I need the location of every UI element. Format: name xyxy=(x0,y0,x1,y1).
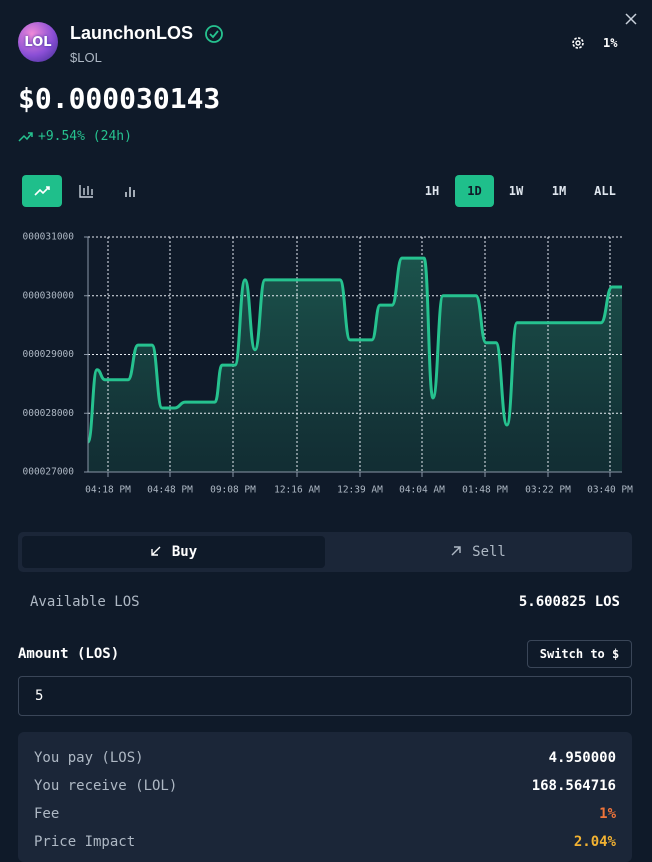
price-change: +9.54% (24h) xyxy=(38,129,132,144)
price-chart: 000027000 000028000 000029000 000030000 0000… xyxy=(23,232,634,496)
verified-icon xyxy=(205,25,223,43)
line xyxy=(86,256,622,444)
trend-icon xyxy=(18,132,33,142)
x-tick-label: 04:18 PM xyxy=(85,485,131,496)
timeframe-button[interactable]: 1M xyxy=(551,184,567,198)
y-tick-label: 000030000 xyxy=(23,290,75,301)
x-tick-label: 04:48 PM xyxy=(147,485,193,496)
summary-row: You pay (LOS) 4.950000 xyxy=(34,744,616,772)
bar-chart-button[interactable] xyxy=(114,175,146,207)
timeframe-button[interactable]: ALL xyxy=(594,184,616,198)
summary-panel xyxy=(18,732,632,862)
x-tick-label: 04:04 AM xyxy=(399,485,445,496)
summary-value: 2.04% xyxy=(573,834,616,850)
tab-icon xyxy=(451,546,461,556)
line-icon xyxy=(34,186,50,196)
x-tick-label: 03:22 PM xyxy=(525,485,571,496)
available-label: Available LOS xyxy=(30,594,140,610)
x-tick-label: 01:48 PM xyxy=(462,485,508,496)
summary-label: Price Impact xyxy=(34,834,136,850)
settings-button[interactable] xyxy=(570,35,586,51)
price: $0.000030143 xyxy=(18,82,221,115)
tab-icon xyxy=(151,546,161,556)
y-tick-label: 000031000 xyxy=(23,232,75,243)
summary-row: You receive (LOL) 168.564716 xyxy=(34,772,616,800)
timeframe-button[interactable]: 1W xyxy=(508,184,524,198)
y-tick-label: 000028000 xyxy=(23,408,75,419)
summary-value: 168.564716 xyxy=(531,778,616,794)
trade-tab[interactable]: Sell xyxy=(325,536,631,568)
y-tick-label: 000027000 xyxy=(23,467,75,478)
line-chart-button[interactable] xyxy=(22,175,62,207)
token-logo: LOL xyxy=(18,22,58,62)
timeframe-button[interactable]: 1H xyxy=(424,184,440,198)
token-name: LaunchonLOS xyxy=(70,23,193,43)
tab-label: Buy xyxy=(171,544,198,560)
available-value: 5.600825 LOS xyxy=(518,594,620,610)
slippage[interactable]: 1% xyxy=(603,36,618,50)
trade-tab[interactable]: Buy xyxy=(22,536,325,568)
y-tick-label: 000029000 xyxy=(23,349,75,360)
close-button[interactable] xyxy=(624,12,638,26)
timeframe-button[interactable]: 1D xyxy=(455,175,494,207)
amount-input[interactable]: 5 xyxy=(18,676,632,716)
x-tick-label: 12:39 AM xyxy=(337,485,383,496)
candle-chart-button[interactable] xyxy=(70,175,102,207)
summary-value: 4.950000 xyxy=(548,750,616,766)
amount-label: Amount (LOS) xyxy=(18,646,120,662)
summary-row: Fee 1% xyxy=(34,800,616,828)
summary-value: 1% xyxy=(599,806,616,822)
x-tick-label: 12:16 AM xyxy=(274,485,320,496)
tab-label: Sell xyxy=(472,544,506,560)
switch-button[interactable]: Switch to $ xyxy=(527,640,632,668)
summary-row: Price Impact 2.04% xyxy=(34,828,616,856)
summary-label: Fee xyxy=(34,806,60,822)
area xyxy=(88,258,622,472)
summary-label: You receive (LOL) xyxy=(34,778,178,794)
token-ticker: $LOL xyxy=(70,50,102,65)
x-tick-label: 03:40 PM xyxy=(587,485,633,496)
x-tick-label: 09:08 PM xyxy=(210,485,256,496)
summary-label: You pay (LOS) xyxy=(34,750,144,766)
